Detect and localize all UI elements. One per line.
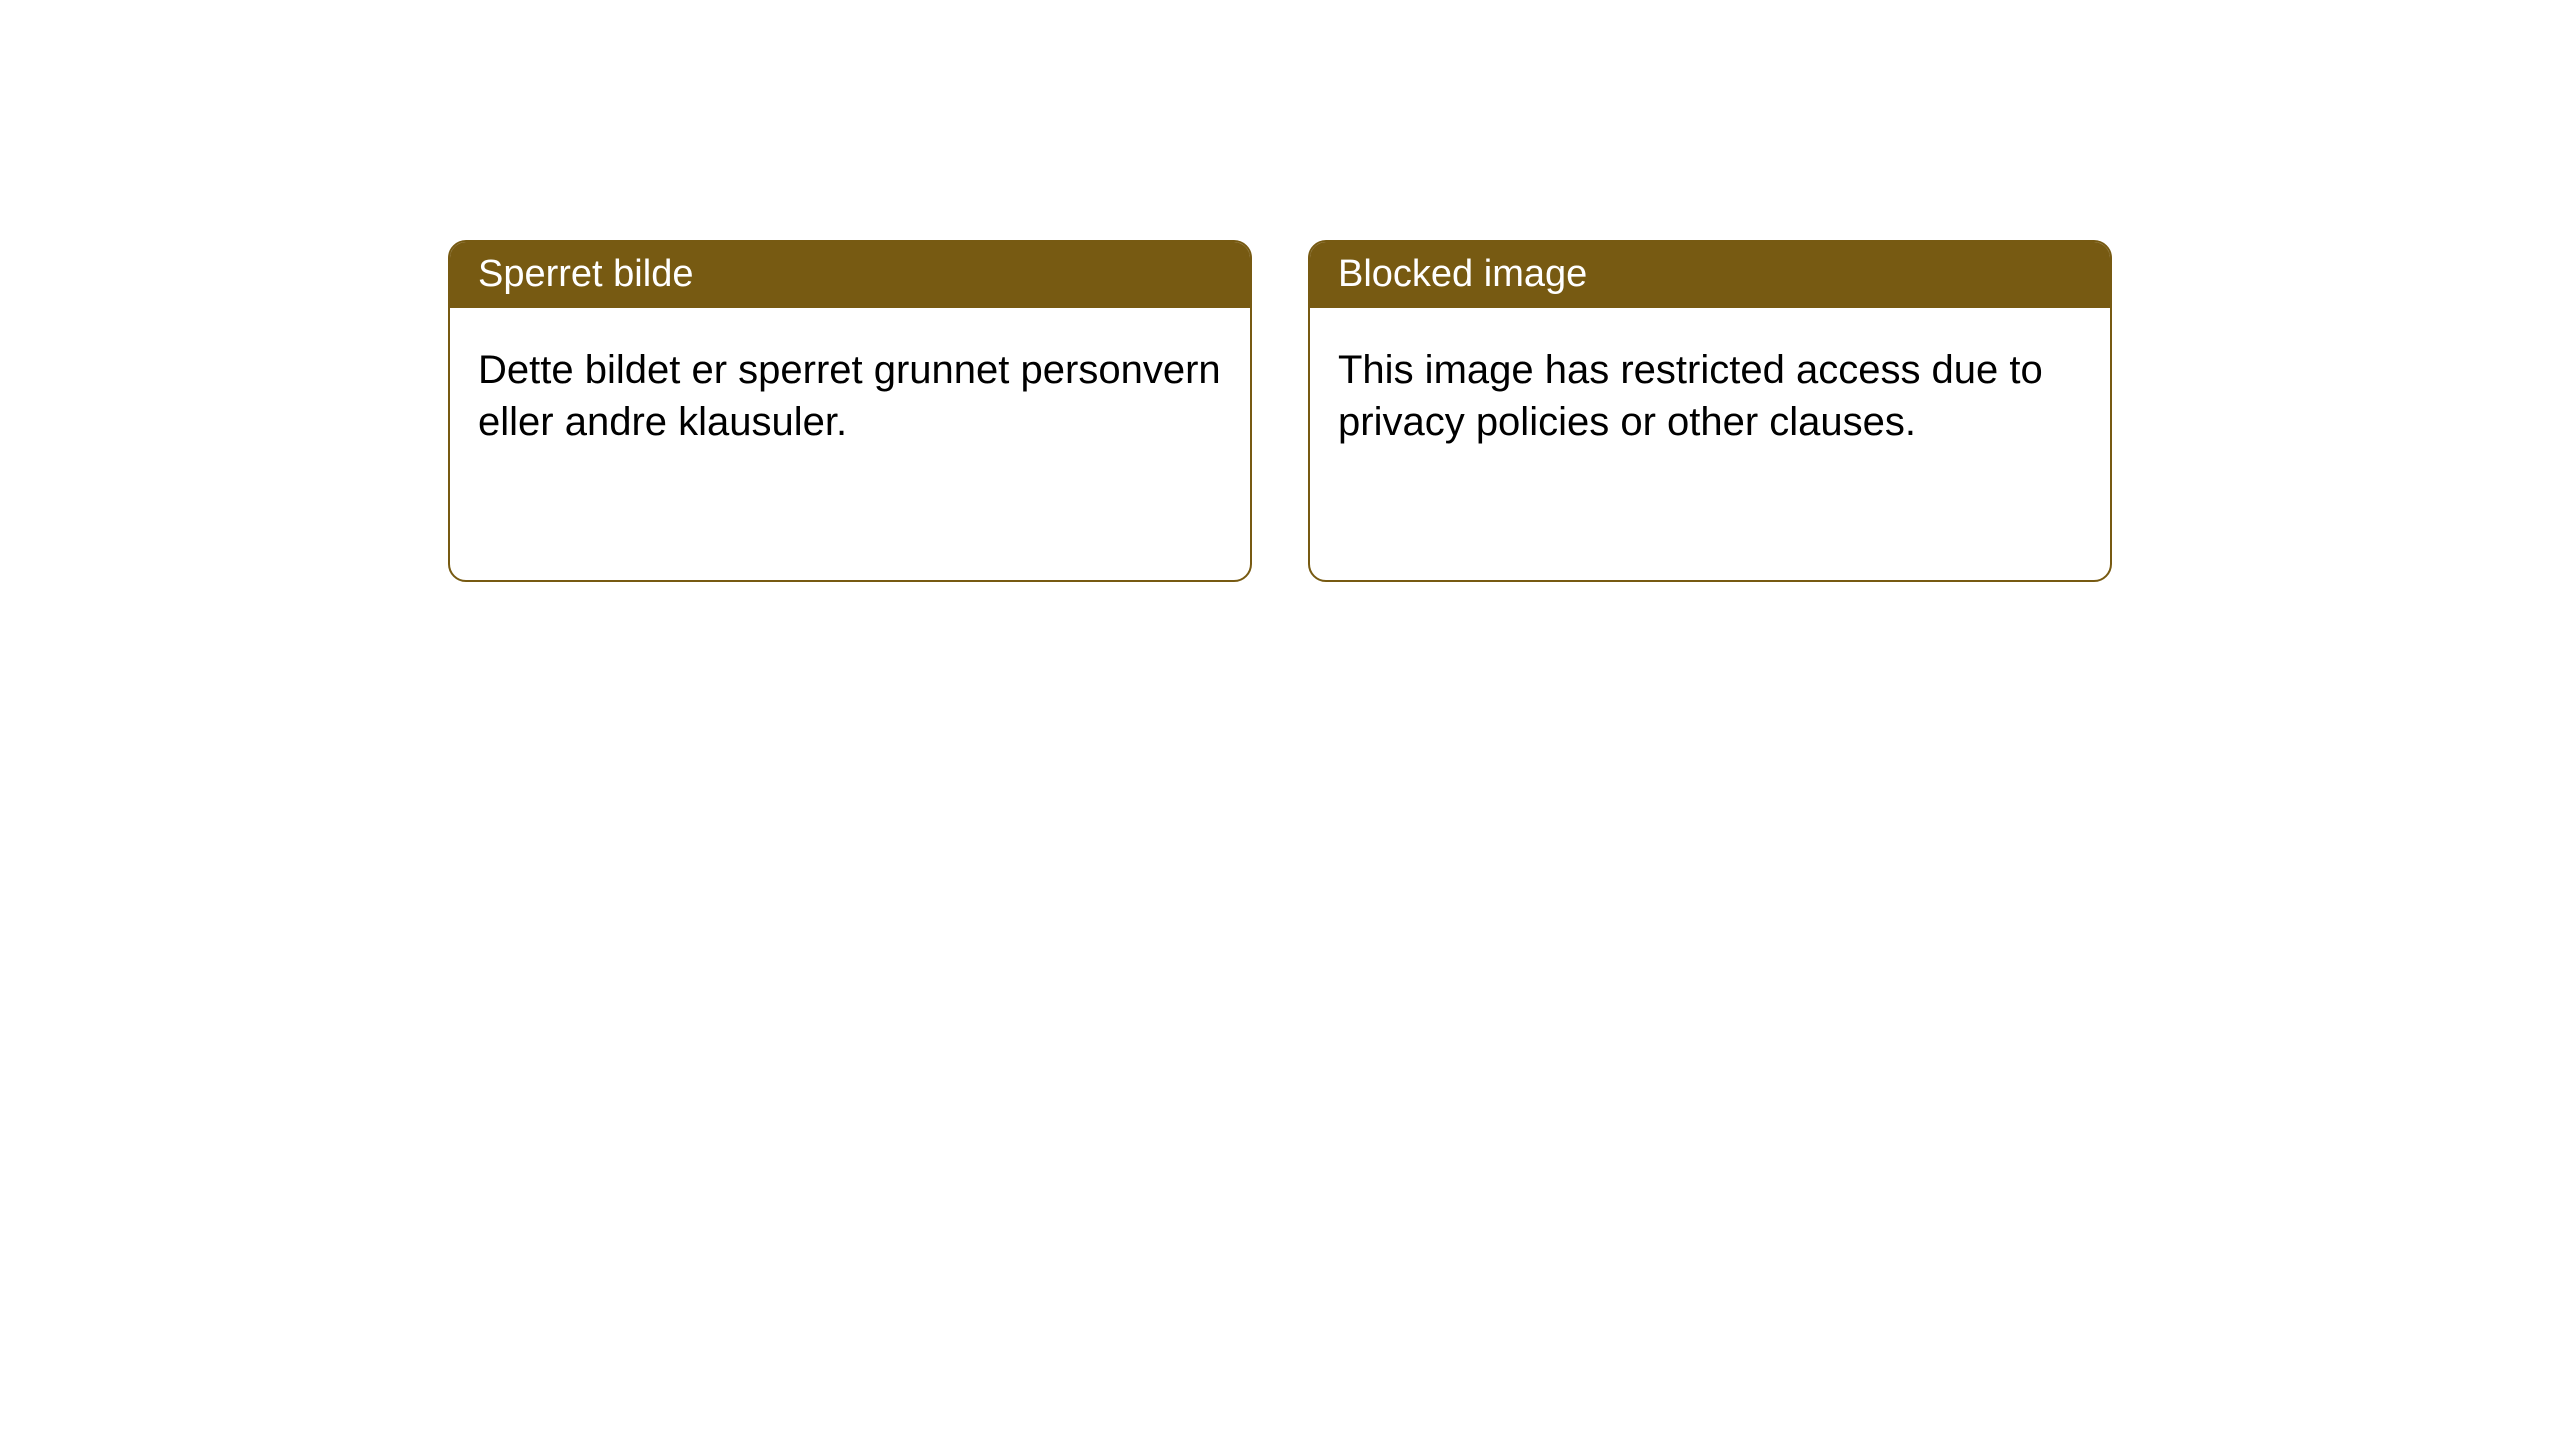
card-body-text: Dette bildet er sperret grunnet personve… xyxy=(478,348,1221,444)
card-body-text: This image has restricted access due to … xyxy=(1338,348,2043,444)
notice-card-english: Blocked image This image has restricted … xyxy=(1308,240,2112,582)
notice-cards-container: Sperret bilde Dette bildet er sperret gr… xyxy=(448,240,2560,582)
card-title: Sperret bilde xyxy=(478,253,693,295)
card-title: Blocked image xyxy=(1338,253,1587,295)
notice-card-norwegian: Sperret bilde Dette bildet er sperret gr… xyxy=(448,240,1252,582)
card-body: This image has restricted access due to … xyxy=(1310,308,2110,580)
card-body: Dette bildet er sperret grunnet personve… xyxy=(450,308,1250,580)
card-header: Sperret bilde xyxy=(450,242,1250,308)
card-header: Blocked image xyxy=(1310,242,2110,308)
